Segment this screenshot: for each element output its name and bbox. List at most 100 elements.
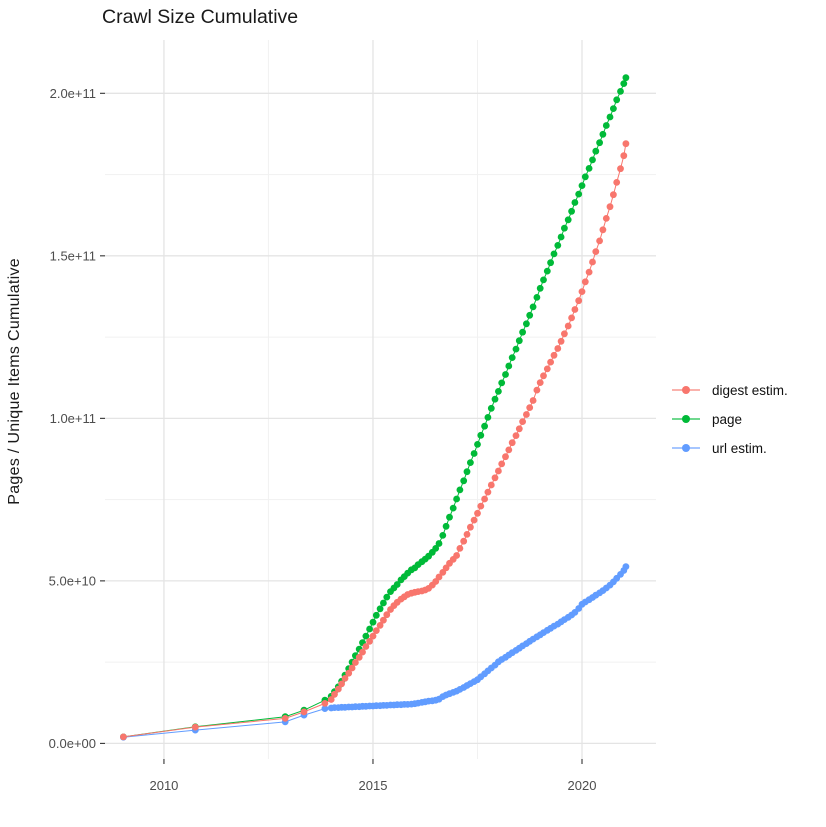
series-line-url-estim (123, 566, 627, 738)
data-point-page (571, 199, 579, 206)
y-tick-label: 5.0e+10 (49, 573, 96, 588)
data-point-page (613, 96, 621, 104)
data-point-digest-estim (529, 397, 537, 404)
data-point-digest-estim (467, 523, 474, 531)
legend-label: page (712, 411, 743, 427)
legend-key-icon (672, 444, 700, 452)
data-point-page (393, 581, 401, 588)
axes: 2010 2015 2020 0.0e+00 5.0e+10 1.0e+11 1.5e+11… (49, 86, 597, 793)
data-point-digest-estim (536, 379, 544, 386)
y-tick-label: 2.0e+11 (50, 86, 96, 101)
data-point-digest-estim (571, 306, 579, 313)
data-point-page (477, 431, 485, 439)
data-point-digest-estim (191, 723, 199, 731)
data-point-digest-estim (334, 685, 342, 693)
data-point-page (561, 224, 568, 232)
data-point-page (526, 311, 534, 319)
data-point-page (529, 303, 537, 311)
data-point-url-estim (622, 563, 630, 570)
legend-key-icon (672, 386, 700, 394)
data-point-digest-estim (622, 140, 630, 148)
data-point-digest-estim (477, 502, 485, 510)
data-point-digest-estim (502, 453, 509, 461)
data-point-digest-estim (383, 611, 391, 619)
legend-item-digest-estim: digest estim. (670, 379, 788, 401)
data-point-digest-estim (540, 372, 547, 380)
data-point-digest-estim (495, 467, 502, 475)
data-point-digest-estim (564, 322, 572, 330)
data-point-digest-estim (484, 488, 492, 496)
data-point-digest-estim (543, 365, 551, 373)
data-point-page (470, 450, 478, 457)
data-point-page (547, 259, 554, 267)
data-point-digest-estim (120, 733, 127, 741)
data-point-digest-estim (359, 648, 366, 656)
data-point-page (495, 388, 502, 395)
data-point-digest-estim (487, 481, 495, 489)
data-point-digest-estim (366, 637, 373, 645)
data-point-digest-estim (352, 659, 359, 666)
legend-item-url-estim: url estim. (670, 437, 788, 459)
chart-title: Crawl Size Cumulative (102, 6, 299, 28)
gridlines-major (105, 40, 656, 759)
data-point-page (610, 105, 617, 112)
data-point-digest-estim (453, 552, 460, 559)
data-point-digest-estim (369, 632, 377, 640)
data-point-page (362, 632, 370, 640)
data-point-page (463, 468, 471, 476)
data-point-digest-estim (470, 516, 478, 524)
data-point-page (474, 441, 481, 448)
data-point-digest-estim (606, 203, 614, 211)
series-digest-estim (120, 140, 630, 741)
data-point-digest-estim (508, 439, 516, 447)
data-point-page (543, 267, 551, 275)
data-point-digest-estim (331, 690, 338, 698)
data-point-digest-estim (372, 627, 380, 634)
y-tick-label: 0.0e+00 (49, 736, 96, 751)
data-point-page (453, 495, 460, 503)
data-point-page (540, 276, 547, 284)
series-line-digest-estim (123, 143, 627, 738)
y-tick-label: 1.5e+11 (50, 248, 96, 263)
data-point-digest-estim (620, 152, 628, 160)
data-point-digest-estim (585, 268, 593, 276)
x-tick-label: 2015 (359, 778, 388, 793)
data-point-digest-estim (460, 537, 468, 545)
data-point-page (498, 379, 506, 387)
data-point-page (536, 284, 544, 292)
data-point-page (446, 513, 453, 521)
data-point-digest-estim (491, 474, 499, 482)
data-point-page (376, 605, 384, 613)
data-point-page (533, 294, 541, 301)
data-point-page (369, 618, 377, 626)
data-point-page (596, 139, 603, 147)
data-point-page (435, 540, 443, 547)
data-point-digest-estim (554, 345, 562, 352)
data-point-digest-estim (362, 643, 370, 650)
data-point-page (484, 414, 492, 421)
data-point-digest-estim (456, 545, 464, 552)
data-point-digest-estim (481, 495, 488, 503)
data-point-digest-estim (599, 226, 607, 234)
data-point-digest-estim (463, 531, 471, 538)
data-point-digest-estim (345, 669, 353, 677)
data-point-digest-estim (533, 386, 541, 394)
data-point-digest-estim (512, 432, 520, 439)
data-point-page (592, 147, 600, 155)
data-point-digest-estim (602, 215, 610, 222)
data-point-digest-estim (355, 653, 363, 661)
data-point-digest-estim (613, 179, 621, 186)
data-point-digest-estim (498, 460, 506, 468)
legend-key-icon (672, 415, 700, 423)
data-point-page (502, 371, 509, 378)
data-point-digest-estim (321, 700, 329, 707)
data-point-page (487, 404, 495, 412)
data-point-digest-estim (376, 622, 384, 629)
gridlines-minor (105, 40, 656, 759)
legend-label: digest estim. (712, 382, 788, 398)
data-point-page (432, 545, 440, 552)
data-point-page (439, 532, 447, 539)
data-point-digest-estim (617, 165, 624, 173)
data-point-digest-estim (575, 297, 583, 305)
data-point-page (575, 190, 583, 198)
